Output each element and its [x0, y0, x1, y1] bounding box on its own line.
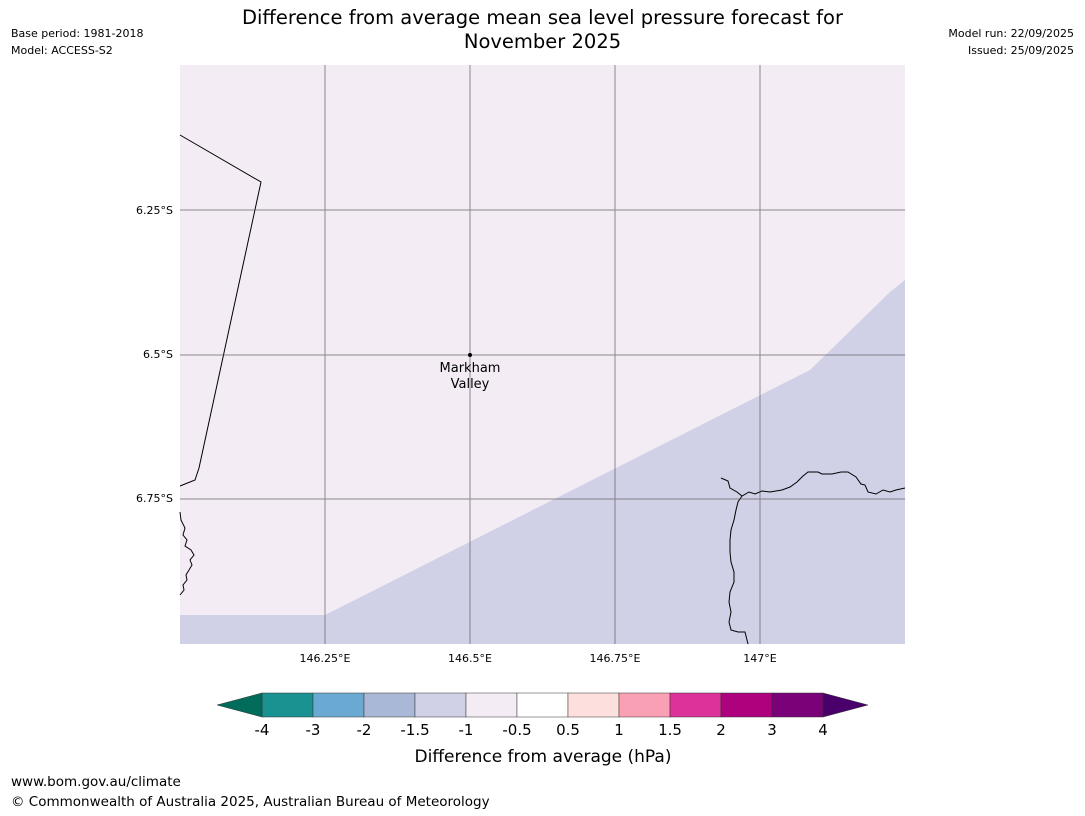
colorbar-segment	[465, 692, 518, 718]
map-region-southeast	[180, 280, 905, 644]
coastline-east	[720, 471, 906, 497]
colorbar-over-arrow	[822, 692, 869, 718]
colorbar-tick-label: -4	[255, 721, 270, 739]
place-label-line-2: Valley	[451, 377, 490, 392]
colorbar-tick-label: -0.5	[502, 721, 531, 739]
lon-label-146.5: 146.5°E	[448, 652, 492, 665]
colorbar-tick-label: -1	[459, 721, 474, 739]
colorbar-segment	[414, 692, 467, 718]
colorbar-segment	[312, 692, 365, 718]
issued-date: Issued: 25/09/2025	[967, 44, 1074, 57]
colorbar-segment	[720, 692, 773, 718]
coastline-west	[179, 511, 195, 596]
lon-label-146.25: 146.25°E	[300, 652, 351, 665]
lat-label-6.5: 6.5°S	[143, 348, 173, 361]
colorbar-tick-label: 0.5	[556, 721, 580, 739]
colorbar	[261, 692, 824, 718]
colorbar-segment	[261, 692, 314, 718]
colorbar-ticks: -4 -3 -2 -1.5 -1 -0.5 0.5 1 1.5 2 3 4	[255, 721, 828, 739]
lat-label-6.75: 6.75°S	[136, 492, 173, 505]
colorbar-tick-label: -1.5	[400, 721, 429, 739]
border-line-west	[179, 134, 262, 487]
lon-label-147: 147°E	[743, 652, 776, 665]
lat-label-6.25: 6.25°S	[136, 204, 173, 217]
colorbar-segment	[567, 692, 620, 718]
place-label-line-1: Markham	[440, 361, 501, 376]
footer-url: www.bom.gov.au/climate	[11, 774, 181, 790]
coastlines	[179, 134, 906, 645]
colorbar-tick-label: 2	[716, 721, 726, 739]
colorbar-tick-label: 3	[767, 721, 777, 739]
header-left: Base period: 1981-2018 Model: ACCESS-S2	[11, 25, 143, 59]
title-line-2: November 2025	[463, 30, 622, 53]
footer-copyright: © Commonwealth of Australia 2025, Austra…	[11, 794, 490, 810]
colorbar-segment	[771, 692, 824, 718]
colorbar-tick-label: -2	[357, 721, 372, 739]
title-line-1: Difference from average mean sea level p…	[242, 6, 843, 29]
colorbar-segment	[669, 692, 722, 718]
colorbar-tick-label: 1.5	[658, 721, 682, 739]
colorbar-tick-label: -3	[306, 721, 321, 739]
colorbar-segment	[363, 692, 416, 718]
place-marker-icon	[468, 353, 472, 357]
colorbar-under-arrow	[216, 692, 263, 718]
model-name: Model: ACCESS-S2	[11, 44, 113, 57]
coastline-river	[728, 495, 749, 645]
colorbar-tick-label: 4	[818, 721, 828, 739]
colorbar-segment	[516, 692, 569, 718]
header-right: Model run: 22/09/2025 Issued: 25/09/2025	[948, 25, 1074, 59]
base-period: Base period: 1981-2018	[11, 27, 144, 40]
colorbar-segment	[618, 692, 671, 718]
model-run: Model run: 22/09/2025	[948, 27, 1074, 40]
colorbar-tick-label: 1	[614, 721, 624, 739]
lon-label-146.75: 146.75°E	[590, 652, 641, 665]
colorbar-label: Difference from average (hPa)	[415, 747, 672, 767]
gridlines	[180, 65, 905, 644]
page-title: Difference from average mean sea level p…	[190, 6, 895, 54]
